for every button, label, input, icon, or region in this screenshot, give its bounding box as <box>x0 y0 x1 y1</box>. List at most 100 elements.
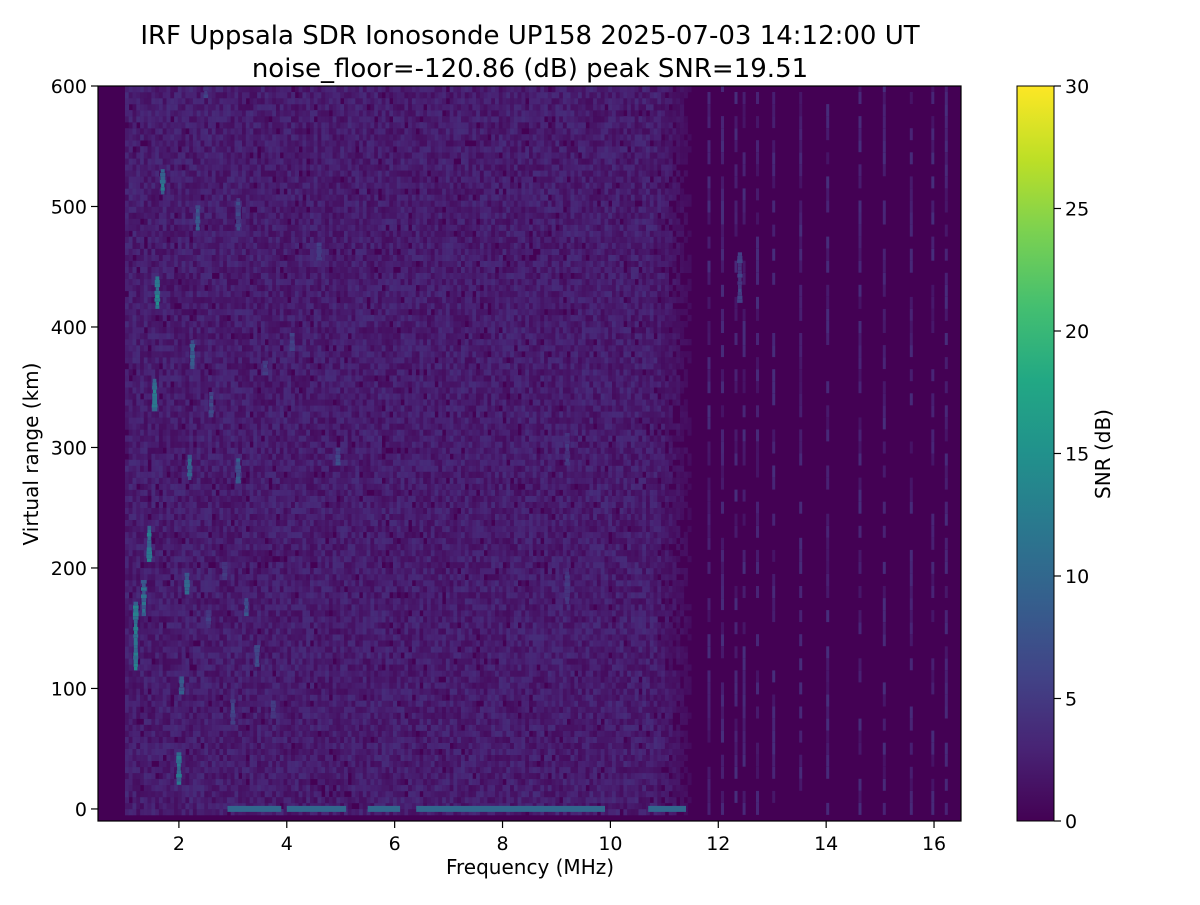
noise-cell <box>196 248 201 255</box>
noise-cell <box>189 796 194 804</box>
noise-cell <box>151 507 156 514</box>
noise-cell <box>279 682 284 689</box>
noise-cell <box>162 471 167 478</box>
noise-cell <box>151 296 156 304</box>
noise-cell <box>128 86 133 93</box>
noise-cell <box>170 254 175 261</box>
noise-cell <box>242 266 247 273</box>
noise-cell <box>162 700 167 707</box>
noise-cell <box>177 140 182 147</box>
noise-cell <box>249 592 254 599</box>
noise-cell <box>219 513 224 520</box>
noise-cell <box>155 194 160 201</box>
noise-cell <box>264 453 269 460</box>
noise-cell <box>155 622 160 629</box>
noise-cell <box>253 387 258 394</box>
noise-cell <box>249 628 254 635</box>
noise-cell <box>181 628 186 635</box>
noise-cell <box>230 790 235 798</box>
noise-cell <box>260 296 265 304</box>
noise-cell <box>196 86 201 93</box>
noise-cell <box>147 369 152 376</box>
noise-cell <box>170 110 175 117</box>
noise-cell <box>170 507 175 514</box>
noise-cell <box>151 622 156 629</box>
noise-cell <box>264 664 269 671</box>
noise-cell <box>238 586 243 593</box>
noise-cell <box>140 182 145 189</box>
noise-cell <box>166 525 171 533</box>
noise-cell <box>151 236 156 243</box>
noise-cell <box>276 369 281 376</box>
noise-cell <box>257 796 262 804</box>
noise-cell <box>264 724 269 731</box>
noise-cell <box>200 242 205 249</box>
noise-cell <box>147 664 152 671</box>
noise-cell <box>136 730 141 737</box>
noise-cell <box>238 574 243 581</box>
noise-cell <box>192 314 197 322</box>
noise-cell <box>196 254 201 261</box>
noise-cell <box>155 92 160 99</box>
noise-cell <box>181 784 186 792</box>
noise-cell <box>170 206 175 213</box>
noise-cell <box>170 766 175 774</box>
noise-cell <box>128 170 133 177</box>
noise-cell <box>230 327 235 334</box>
noise-cell <box>170 652 175 659</box>
noise-cell <box>155 471 160 478</box>
noise-cell <box>253 628 258 635</box>
noise-cell <box>226 230 231 237</box>
noise-cell <box>230 453 235 460</box>
noise-cell <box>181 736 186 743</box>
noise-cell <box>245 224 250 231</box>
noise-cell <box>125 471 130 478</box>
noise-cell <box>257 266 262 273</box>
noise-cell <box>147 308 152 316</box>
noise-cell <box>208 339 213 346</box>
noise-cell <box>192 393 197 400</box>
noise-cell <box>230 236 235 243</box>
noise-cell <box>166 622 171 629</box>
noise-cell <box>211 706 216 713</box>
noise-cell <box>162 730 167 737</box>
noise-cell <box>155 453 160 460</box>
noise-cell <box>283 568 288 575</box>
noise-cell <box>272 266 277 273</box>
noise-cell <box>174 730 179 737</box>
noise-cell <box>230 471 235 478</box>
noise-cell <box>272 200 277 207</box>
noise-cell <box>268 784 273 792</box>
noise-cell <box>192 272 197 280</box>
noise-cell <box>242 748 247 755</box>
noise-cell <box>192 561 197 569</box>
noise-cell <box>147 194 152 201</box>
noise-cell <box>196 447 201 454</box>
noise-cell <box>242 284 247 292</box>
noise-cell <box>264 116 269 123</box>
noise-cell <box>174 182 179 189</box>
noise-cell <box>136 760 141 768</box>
noise-cell <box>174 658 179 665</box>
noise-cell <box>204 321 209 328</box>
noise-cell <box>257 604 262 611</box>
noise-cell <box>279 447 284 454</box>
noise-cell <box>260 92 265 99</box>
noise-cell <box>196 290 201 298</box>
noise-cell <box>189 742 194 749</box>
noise-cell <box>260 519 265 527</box>
noise-cell <box>200 363 205 370</box>
noise-cell <box>257 574 262 581</box>
noise-cell <box>249 345 254 352</box>
noise-cell <box>174 441 179 448</box>
noise-cell <box>238 351 243 358</box>
noise-cell <box>260 176 265 183</box>
noise-cell <box>208 724 213 731</box>
noise-cell <box>249 574 254 581</box>
noise-cell <box>143 809 148 816</box>
noise-cell <box>208 580 213 587</box>
noise-cell <box>234 754 239 761</box>
noise-cell <box>128 429 133 436</box>
noise-cell <box>177 98 182 105</box>
noise-cell <box>125 206 130 213</box>
